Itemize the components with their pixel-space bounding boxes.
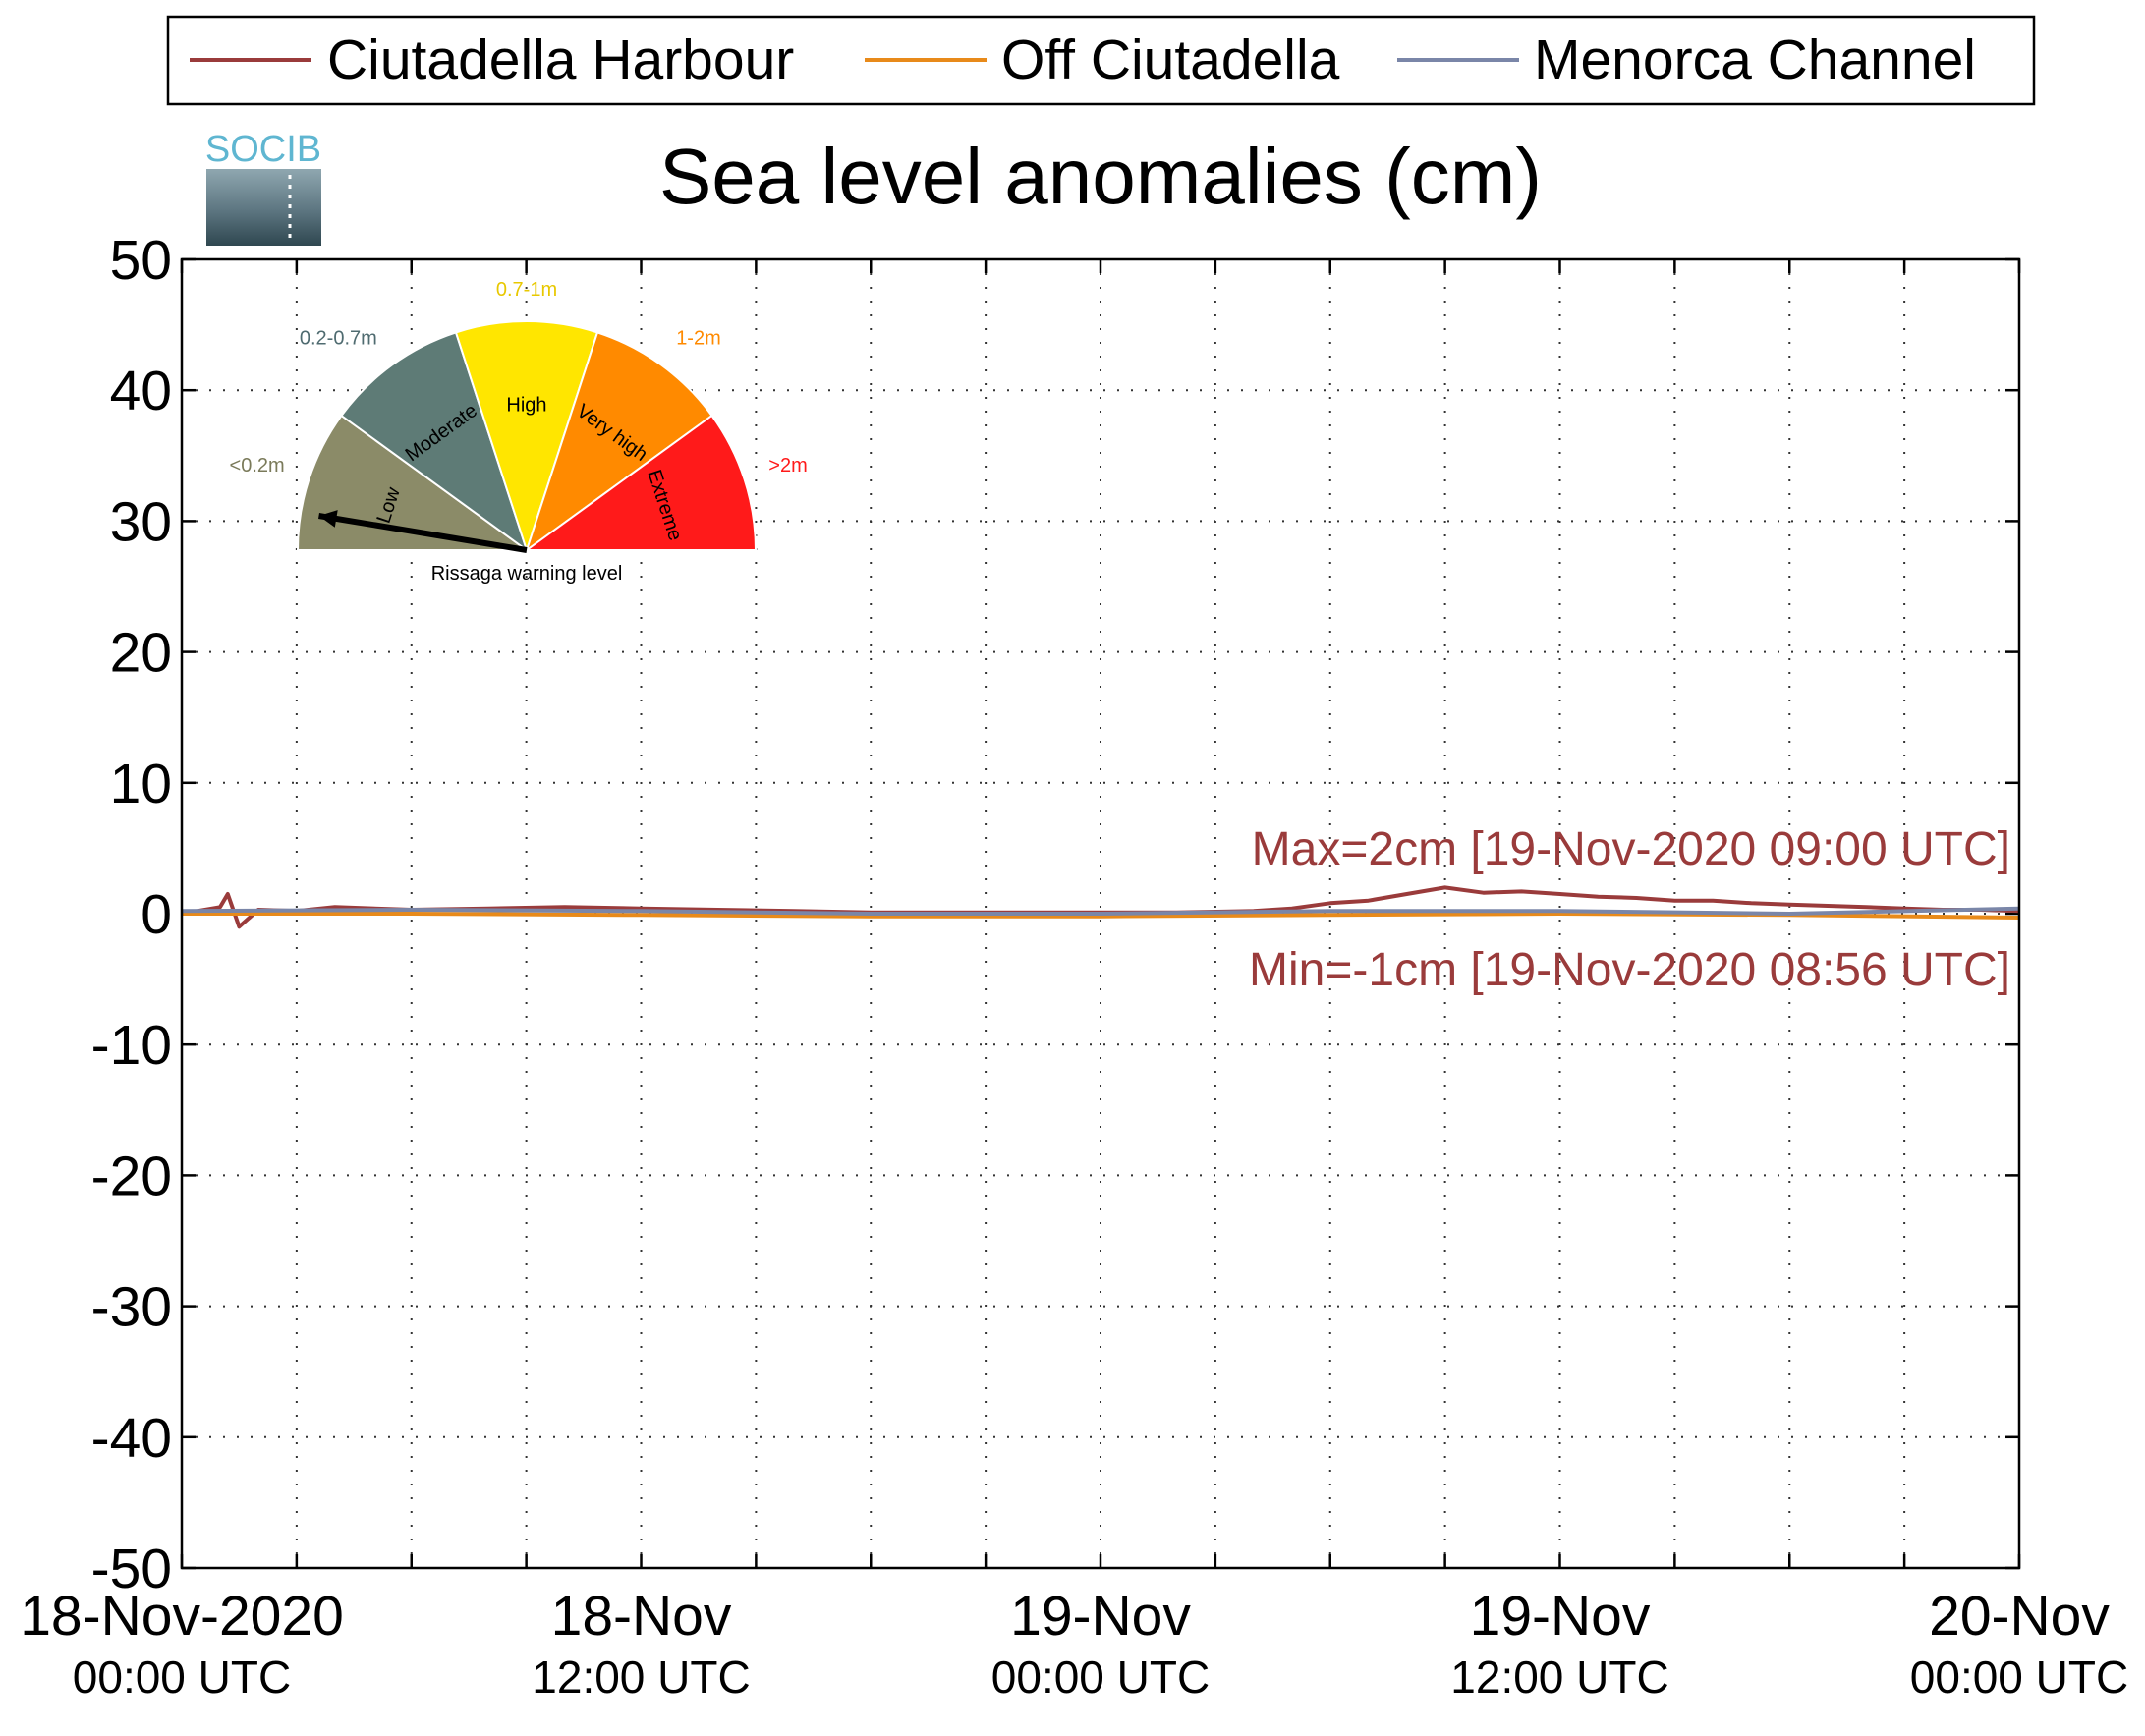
legend-entry-menorca-channel: Menorca Channel — [1397, 28, 1976, 91]
y-tick-label: -30 — [91, 1276, 172, 1339]
gauge-sector-low — [296, 414, 531, 551]
gauge-sector-extreme — [523, 414, 758, 551]
y-tick-label: 50 — [110, 229, 172, 292]
gauge-sector-moderate — [340, 331, 529, 553]
legend-entry-ciutadella-harbour: Ciutadella Harbour — [190, 28, 794, 91]
x-tick-label-date: 18-Nov — [551, 1585, 732, 1648]
gauge-pointer-head — [318, 510, 338, 528]
min-annotation: Min=-1cm [19-Nov-2020 08:56 UTC] — [1249, 944, 2010, 996]
legend: Ciutadella Harbour Off Ciutadella Menorc… — [166, 15, 2036, 106]
series-line-menorca-channel — [181, 906, 2020, 916]
plot-frame — [180, 257, 2021, 1570]
logo-text: SOCIB — [205, 129, 321, 170]
y-tick-label: -10 — [91, 1014, 172, 1077]
max-annotation: Max=2cm [19-Nov-2020 09:00 UTC] — [1252, 823, 2010, 875]
gauge-pointer — [318, 513, 528, 553]
gauge-range-label: <0.2m — [230, 455, 285, 476]
y-tick-label: -20 — [91, 1145, 172, 1207]
data-series — [181, 885, 2020, 929]
x-tick-label-time: 00:00 UTC — [1910, 1652, 2128, 1703]
legend-label: Menorca Channel — [1534, 28, 1976, 91]
legend-label: Off Ciutadella — [1001, 28, 1340, 91]
gauge-caption: Rissaga warning level — [431, 563, 623, 585]
x-tick-label-time: 12:00 UTC — [532, 1652, 750, 1703]
gauge-sector-very-high — [525, 331, 713, 553]
y-tick-labels: 50 40 30 20 10 0 -10 -20 -30 -40 -50 — [91, 229, 172, 1600]
x-tick-label-date: 19-Nov — [1010, 1585, 1191, 1648]
x-tick-label-date: 20-Nov — [1929, 1585, 2110, 1648]
rissaga-warning-gauge: Rissaga warning level Low<0.2m Moderate0.… — [230, 279, 808, 585]
gauge-range-label: 1-2m — [676, 328, 721, 350]
y-tick-label: -50 — [91, 1538, 172, 1600]
x-tick-label-time: 12:00 UTC — [1450, 1652, 1668, 1703]
gauge-sector-label: High — [506, 394, 546, 416]
series-line-ciutadella-harbour — [181, 885, 2020, 929]
socib-logo: SOCIB — [205, 129, 321, 246]
y-tick-label: -40 — [91, 1407, 172, 1470]
x-tick-label-time: 00:00 UTC — [991, 1652, 1210, 1703]
legend-label: Ciutadella Harbour — [327, 28, 794, 91]
x-tick-label-date: 19-Nov — [1470, 1585, 1651, 1648]
chart-title: Sea level anomalies (cm) — [659, 133, 1542, 220]
gauge-sector-high — [454, 319, 599, 554]
x-tick-label-time: 00:00 UTC — [73, 1652, 291, 1703]
x-tick-label-date: 18-Nov-2020 — [20, 1585, 344, 1648]
y-tick-label: 30 — [110, 490, 172, 553]
y-tick-label: 10 — [110, 753, 172, 815]
gauge-range-label: >2m — [768, 455, 807, 476]
y-tick-label: 40 — [110, 360, 172, 422]
y-tick-label: 0 — [141, 883, 172, 946]
gauge-range-label: 0.7-1m — [496, 279, 557, 301]
legend-entry-off-ciutadella: Off Ciutadella — [865, 28, 1340, 91]
y-tick-label: 20 — [110, 622, 172, 685]
gauge-range-label: 0.2-0.7m — [300, 328, 377, 350]
